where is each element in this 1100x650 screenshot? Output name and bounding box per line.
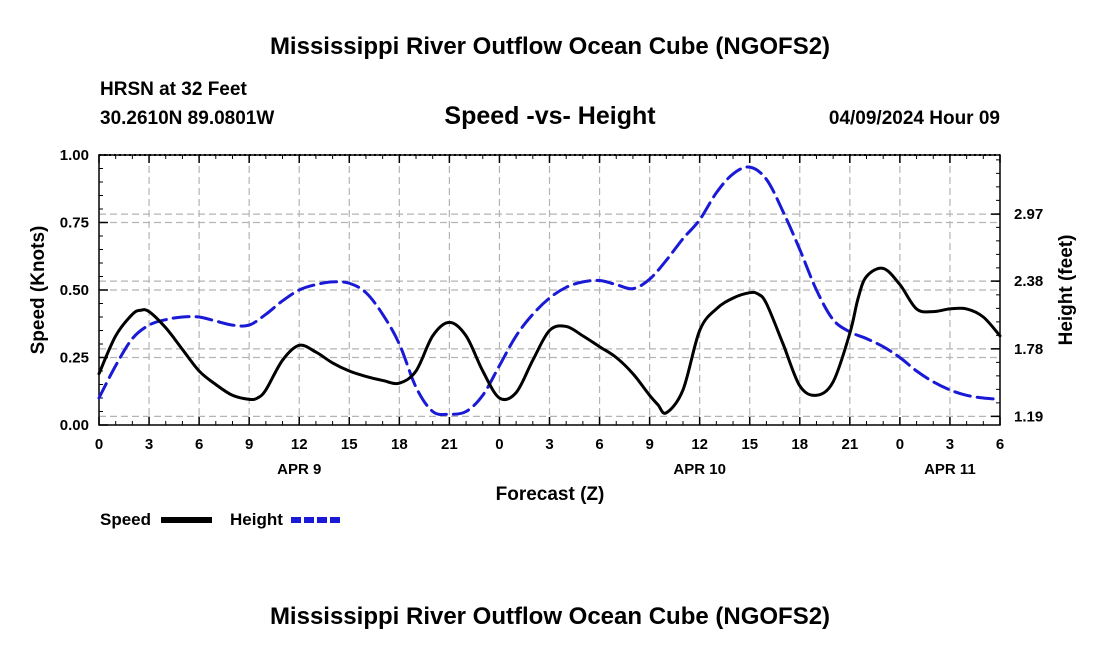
- x-tick-label: 0: [495, 436, 503, 453]
- x-axis-label: Forecast (Z): [496, 484, 605, 505]
- main-title: Mississippi River Outflow Ocean Cube (NG…: [270, 33, 830, 60]
- y-tick-label: 0.50: [60, 282, 89, 299]
- station-label: HRSN at 32 Feet: [100, 79, 247, 100]
- x-tick-label: 21: [841, 436, 858, 453]
- x-tick-label: 0: [896, 436, 904, 453]
- y-axis-label: Speed (Knots): [28, 226, 49, 355]
- y2-axis-label: Height (feet): [1056, 235, 1077, 346]
- x-tick-label: 6: [595, 436, 603, 453]
- date-label: APR 11: [924, 461, 976, 478]
- forecast-datetime: 04/09/2024 Hour 09: [829, 108, 1000, 129]
- y2-tick-label: 2.38: [1014, 273, 1043, 290]
- chart-subtitle: Speed -vs- Height: [444, 102, 656, 130]
- y2-tick-label: 2.97: [1014, 206, 1043, 223]
- x-tick-label: 6: [195, 436, 203, 453]
- x-tick-label: 12: [291, 436, 308, 453]
- x-tick-label: 12: [691, 436, 708, 453]
- series-group: [97, 165, 1002, 417]
- y-tick-label: 0.75: [60, 215, 89, 232]
- y2-tick-label: 1.19: [1014, 408, 1043, 425]
- footer-title: Mississippi River Outflow Ocean Cube (NG…: [270, 603, 830, 630]
- x-tick-label: 0: [95, 436, 103, 453]
- x-tick-label: 18: [391, 436, 408, 453]
- station-coords: 30.2610N 89.0801W: [100, 108, 274, 129]
- x-tick-label: 21: [441, 436, 458, 453]
- x-tick-label: 3: [946, 436, 954, 453]
- x-tick-label: 6: [996, 436, 1004, 453]
- x-tick-label: 18: [791, 436, 808, 453]
- x-tick-label: 15: [741, 436, 758, 453]
- y-tick-label: 1.00: [60, 147, 89, 164]
- y-tick-label: 0.00: [60, 417, 89, 434]
- legend-height-label: Height: [230, 510, 283, 529]
- y-tick-label: 0.25: [60, 350, 89, 367]
- x-tick-label: 3: [145, 436, 153, 453]
- legend-speed-label: Speed: [100, 510, 151, 529]
- date-label: APR 10: [673, 461, 726, 478]
- axis-ticks: 0 3 6 9 12 15 18 21 0 3 6 9 12 15 18 21 0 3 6 APR 9 APR 10 AP…: [60, 147, 1043, 478]
- x-tick-label: 9: [245, 436, 253, 453]
- grid-lines: [99, 154, 1000, 425]
- date-label: APR 9: [277, 461, 321, 478]
- x-tick-label: 3: [545, 436, 553, 453]
- y2-tick-label: 1.78: [1014, 341, 1043, 358]
- speed-series-line: [97, 266, 1002, 415]
- x-tick-label: 15: [341, 436, 358, 453]
- x-tick-label: 9: [645, 436, 653, 453]
